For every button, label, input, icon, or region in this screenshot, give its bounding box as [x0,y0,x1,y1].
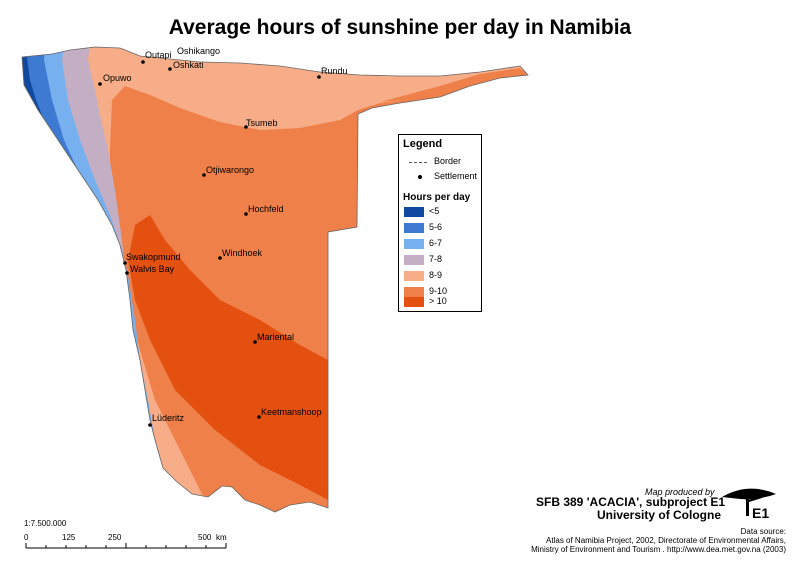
settlement-label-tsumeb: Tsumeb [246,118,278,128]
legend-swatch-lt5 [404,207,424,217]
data-source-line2: Ministry of Environment and Tourism . ht… [531,545,786,554]
dot-opuwo [98,82,102,86]
credit-produced-by: Map produced by [645,487,715,497]
credit-badge: E1 [752,505,770,521]
dot-keetmanshoop [257,415,261,419]
settlement-label-oshkati: Oshkati [173,60,204,70]
legend-label-lt5: <5 [429,206,440,216]
dot-oshkati [168,67,172,71]
credit-university: University of Cologne [597,508,722,522]
legend-settlement-row: Settlement [404,171,478,183]
scale-tick-0: 0 [24,533,29,542]
border-outline [21,46,529,513]
settlement-label-rundu: Rundu [321,66,348,76]
scale-tick-250: 250 [108,533,122,542]
dot-hochfeld [244,212,248,216]
credit-project: SFB 389 'ACACIA', subproject E1 [536,495,726,509]
dot-outapi [141,60,145,64]
legend-label-7-8: 7-8 [429,254,443,264]
legend-swatch-7-8 [404,255,424,265]
legend-swatch-6-7 [404,239,424,249]
acacia-tree-icon [722,488,776,516]
legend-label-8-9: 8-9 [429,270,443,280]
legend-label-gt10: > 10 [429,296,447,306]
legend-border-row: Border [404,156,478,168]
legend-label-9-10: 9-10 [429,286,448,296]
dot-walvis-bay [125,271,129,275]
scale-tick-125: 125 [62,533,76,542]
legend-title: Legend [403,138,443,150]
settlement-label-oshikango: Oshikango [177,46,221,56]
dot-windhoek [218,256,222,260]
legend-swatch-gt10 [404,297,424,307]
settlement-label-luderitz: Lüderitz [152,413,185,423]
settlement-label-keetmanshoop: Keetmanshoop [261,407,322,417]
settlement-label-hochfeld: Hochfeld [248,204,284,214]
legend: Legend Border Settlement Hours per day <… [398,134,482,312]
scale-unit: km [216,533,227,542]
settlement-label-windhoek: Windhoek [222,248,263,258]
settlement-label-outapi: Outapi [145,50,172,60]
settlement-label-swakopmund: Swakopmund [126,252,181,262]
legend-label-5-6: 5-6 [429,222,443,232]
dot-rundu [317,75,321,79]
zone-9-10-east-lobe [380,68,528,102]
dot-luderitz [148,423,152,427]
legend-settlement-label: Settlement [434,171,478,181]
scale-tick-500: 500 [198,533,212,542]
settlement-label-walvis-bay: Walvis Bay [130,264,175,274]
dot-tsumeb [244,125,248,129]
data-source-line1: Atlas of Namibia Project, 2002, Director… [546,536,786,545]
legend-swatch-5-6 [404,223,424,233]
settlement-dots [98,60,321,427]
legend-classes-title: Hours per day [403,192,471,203]
dot-swakopmund [123,261,127,265]
legend-swatch-8-9 [404,271,424,281]
legend-swatch-9-10 [404,287,424,297]
legend-border-label: Border [434,156,462,166]
legend-label-6-7: 6-7 [429,238,443,248]
scale-ratio: 1:7.500.000 [24,519,67,528]
border-line-symbol [409,162,427,163]
settlement-dot-symbol [418,175,422,179]
dot-otjiwarongo [202,173,206,177]
settlement-label-otjiwarongo: Otjiwarongo [206,165,255,175]
settlement-label-mariental: Mariental [257,332,295,342]
dot-mariental [253,340,257,344]
settlement-label-opuwo: Opuwo [103,73,132,83]
map-title: Average hours of sunshine per day in Nam… [168,16,632,39]
scale-bar [25,543,227,549]
data-source-label: Data source: [740,527,786,536]
